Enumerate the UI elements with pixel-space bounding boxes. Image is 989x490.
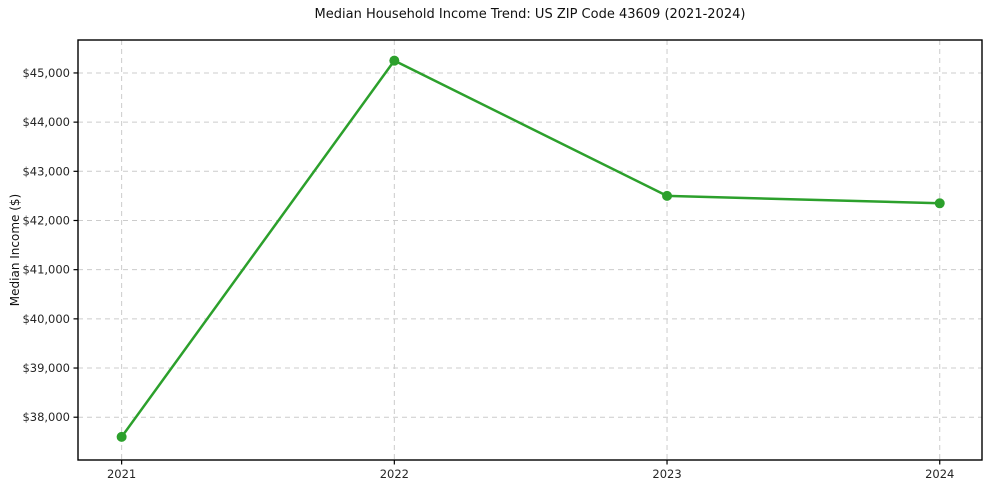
data-point [662,190,673,201]
y-axis-label: Median Income ($) [8,193,22,307]
y-tick-label: $43,000 [22,164,70,178]
chart-title: Median Household Income Trend: US ZIP Co… [314,7,746,22]
y-tick-label: $39,000 [22,361,70,375]
y-tick-label: $38,000 [22,410,70,424]
y-tick-label: $44,000 [22,115,70,129]
y-tick-label: $45,000 [22,66,70,80]
plot-border [77,39,983,461]
data-line [120,59,941,439]
x-tick-label: 2023 [652,467,681,481]
data-point [934,198,945,209]
data-point [389,55,400,66]
y-tick-label: $41,000 [22,263,70,277]
x-tick-label: 2022 [380,467,409,481]
data-point [116,431,127,442]
x-tick-label: 2021 [107,467,136,481]
x-tick-label: 2024 [925,467,954,481]
y-tick-label: $40,000 [22,312,70,326]
y-tick-label: $42,000 [22,213,70,227]
